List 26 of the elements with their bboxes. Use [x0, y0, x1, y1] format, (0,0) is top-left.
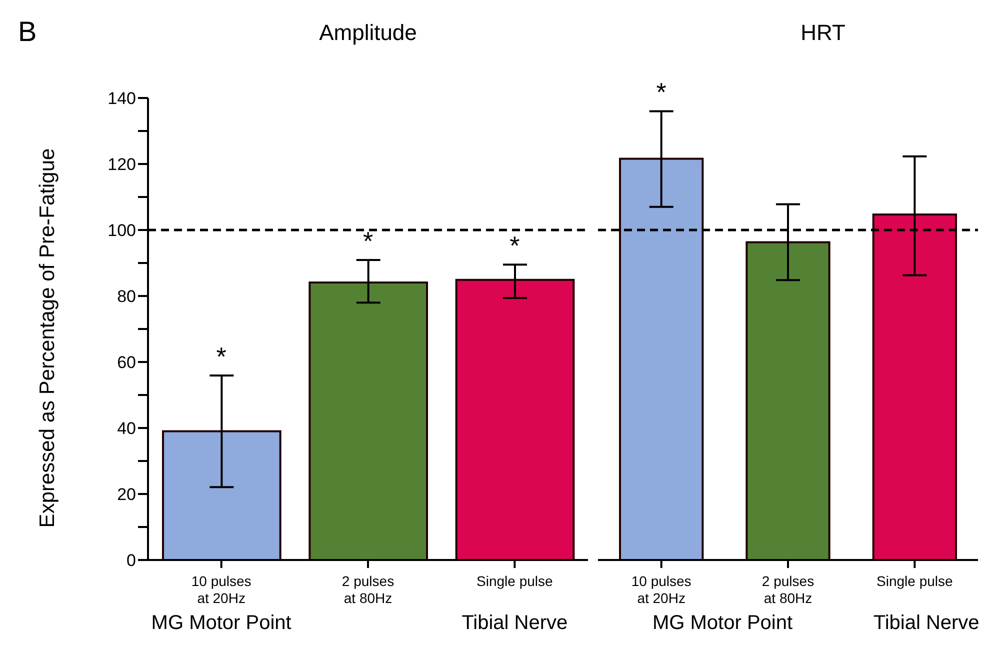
annotation: * — [216, 342, 226, 372]
y-axis-title: Expressed as Percentage of Pre-Fatigue — [36, 148, 60, 528]
y-tick-label: 80 — [117, 287, 136, 306]
chart-title: Amplitude — [318, 20, 418, 46]
text: MG Motor Point — [150, 612, 292, 635]
text: MG Motor Point — [652, 612, 793, 635]
x-tick-label: 2 pulses at 80Hz — [762, 573, 814, 606]
y-tick-label: 20 — [117, 485, 136, 504]
x-tick-label: 10 pulses at 20Hz — [631, 573, 692, 606]
y-tick-label: 40 — [117, 419, 136, 438]
y-tick-label: 120 — [108, 155, 136, 174]
annotation: * — [656, 77, 666, 108]
annotation: * — [510, 230, 520, 261]
annotation: * — [362, 226, 374, 256]
text: Tibial Nerve — [460, 612, 569, 635]
y-tick-label: 140 — [108, 89, 136, 108]
y-tick-label: 100 — [108, 221, 136, 240]
y-tick-label: 60 — [117, 353, 136, 372]
y-tick-label: 0 — [126, 551, 136, 570]
text: Tibial Nerve — [872, 612, 980, 635]
x-tick-label: Single pulse — [876, 573, 954, 589]
x-tick-label: 2 pulses at 80Hz — [342, 573, 394, 606]
x-tick-label: 10 pulses at 20Hz — [191, 573, 252, 606]
text: B — [18, 16, 37, 48]
x-tick-label: Single pulse — [476, 573, 554, 589]
chart-title: HRT — [800, 20, 846, 46]
